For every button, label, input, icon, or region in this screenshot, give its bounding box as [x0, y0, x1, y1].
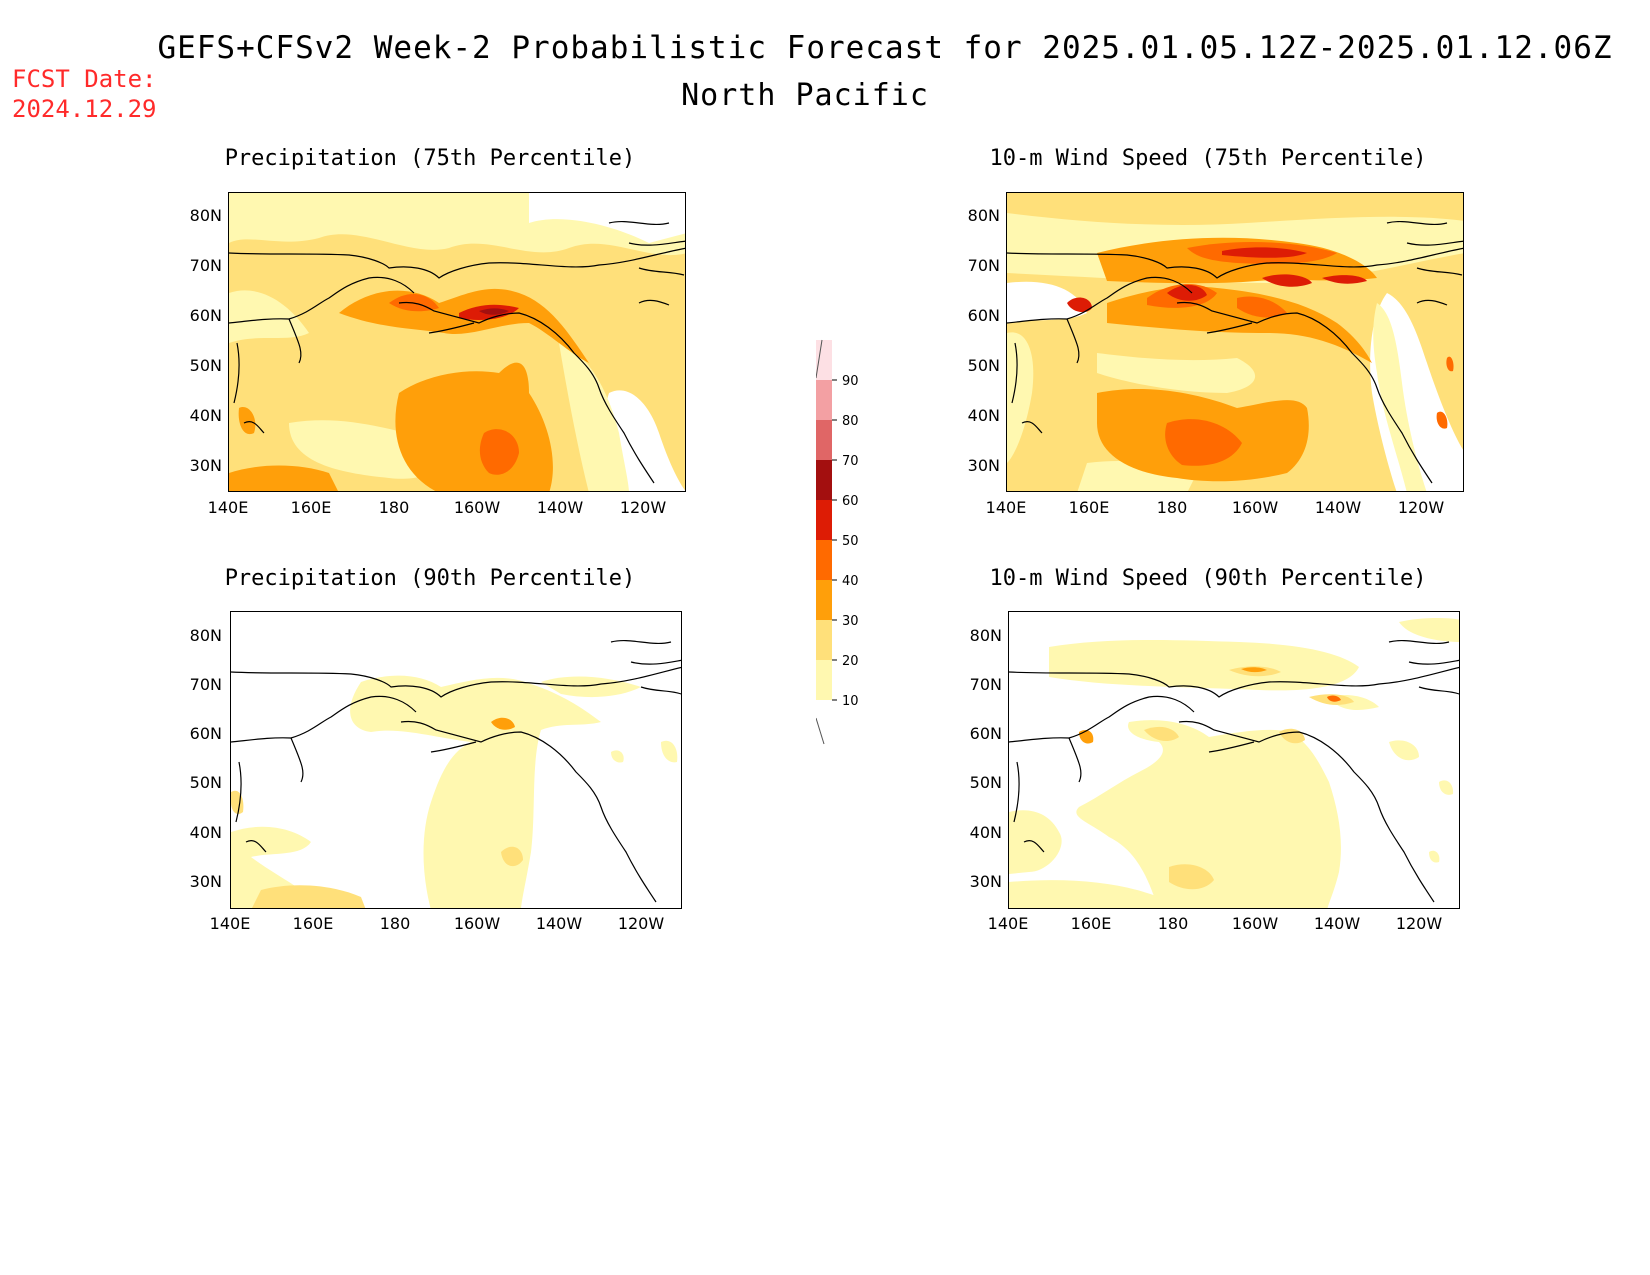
lat-label-50n: 50N — [967, 356, 1000, 375]
lat-label-60n: 60N — [967, 306, 1000, 325]
lon-label-140e: 140E — [987, 914, 1029, 933]
lon-label-120w: 120W — [619, 498, 667, 517]
colorbar-swatches — [816, 340, 837, 701]
map-wind-90 — [1008, 611, 1460, 909]
map-precip-75 — [228, 192, 686, 492]
colorbar-label-60: 60 — [842, 494, 859, 509]
lat-label-40n: 40N — [189, 823, 222, 842]
lon-label-180: 180 — [379, 914, 411, 933]
lat-label-80n: 80N — [967, 206, 1000, 225]
lon-label-120w: 120W — [1395, 914, 1443, 933]
lat-label-50n: 50N — [969, 773, 1002, 792]
lon-label-160e: 160E — [292, 914, 334, 933]
colorbar-swatch-70 — [816, 420, 832, 460]
lon-label-160w: 160W — [453, 498, 501, 517]
colorbar-label-90: 90 — [842, 374, 859, 389]
lat-label-70n: 70N — [969, 675, 1002, 694]
lat-label-50n: 50N — [189, 773, 222, 792]
colorbar-label-50: 50 — [842, 534, 859, 549]
lat-label-80n: 80N — [969, 626, 1002, 645]
lat-label-40n: 40N — [189, 406, 222, 425]
lon-label-160w: 160W — [1231, 498, 1279, 517]
colorbar-label-40: 40 — [842, 574, 859, 589]
colorbar-swatch-50 — [816, 500, 832, 540]
map-wind-75 — [1006, 192, 1464, 492]
colorbar-label-30: 30 — [842, 614, 859, 629]
colorbar-label-10: 10 — [842, 694, 859, 709]
lat-label-60n: 60N — [189, 306, 222, 325]
colorbar-swatch-10 — [816, 660, 832, 700]
main-title: GEFS+CFSv2 Week-2 Probabilistic Forecast… — [157, 30, 1613, 66]
lat-label-30n: 30N — [969, 872, 1002, 891]
lon-label-120w: 120W — [617, 914, 665, 933]
fcst-date-label: FCST Date: — [12, 65, 157, 93]
lon-label-140w: 140W — [535, 914, 583, 933]
colorbar-swatch-60 — [816, 460, 832, 500]
lat-label-30n: 30N — [967, 456, 1000, 475]
colorbar-swatch-40 — [816, 540, 832, 580]
lat-label-30n: 30N — [189, 456, 222, 475]
lon-label-140w: 140W — [1314, 498, 1362, 517]
panel-title-wind-90: 10-m Wind Speed (90th Percentile) — [989, 566, 1427, 591]
lon-label-160e: 160E — [290, 498, 332, 517]
colorbar-swatch-30 — [816, 580, 832, 620]
lat-label-70n: 70N — [967, 256, 1000, 275]
fcst-date-value: 2024.12.29 — [12, 95, 157, 123]
colorbar-swatch-80 — [816, 380, 832, 420]
colorbar-swatch-20 — [816, 620, 832, 660]
lon-label-180: 180 — [378, 498, 410, 517]
lon-label-140e: 140E — [207, 498, 249, 517]
map-precip-90 — [230, 611, 682, 909]
colorbar-label-80: 80 — [842, 414, 859, 429]
lon-label-160w: 160W — [1231, 914, 1279, 933]
lat-label-80n: 80N — [189, 206, 222, 225]
colorbar-label-20: 20 — [842, 654, 859, 669]
lon-label-120w: 120W — [1397, 498, 1445, 517]
lon-label-180: 180 — [1157, 914, 1189, 933]
panel-title-precip-90: Precipitation (90th Percentile) — [224, 566, 636, 591]
region-title: North Pacific — [681, 78, 929, 113]
lon-label-160e: 160E — [1068, 498, 1110, 517]
lat-label-70n: 70N — [189, 675, 222, 694]
lon-label-140e: 140E — [985, 498, 1027, 517]
panel-title-wind-75: 10-m Wind Speed (75th Percentile) — [989, 146, 1427, 171]
lat-label-60n: 60N — [189, 724, 222, 743]
lat-label-40n: 40N — [967, 406, 1000, 425]
lon-label-160w: 160W — [453, 914, 501, 933]
lat-label-40n: 40N — [969, 823, 1002, 842]
lon-label-180: 180 — [1156, 498, 1188, 517]
lat-label-50n: 50N — [189, 356, 222, 375]
panel-title-precip-75: Precipitation (75th Percentile) — [224, 146, 636, 171]
lon-label-140w: 140W — [536, 498, 584, 517]
lat-label-70n: 70N — [189, 256, 222, 275]
lat-label-60n: 60N — [969, 724, 1002, 743]
colorbar: 90 80 70 60 50 40 30 20 10 — [816, 338, 876, 748]
lat-label-80n: 80N — [189, 626, 222, 645]
lon-label-140e: 140E — [209, 914, 251, 933]
colorbar-label-70: 70 — [842, 454, 859, 469]
lon-label-160e: 160E — [1070, 914, 1112, 933]
lon-label-140w: 140W — [1313, 914, 1361, 933]
lat-label-30n: 30N — [189, 872, 222, 891]
